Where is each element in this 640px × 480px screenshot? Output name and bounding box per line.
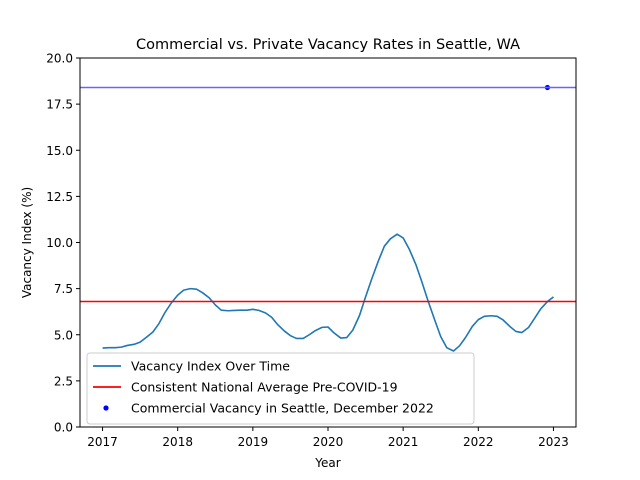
y-tick-label: 12.5: [46, 190, 73, 204]
x-tick-label: 2020: [313, 435, 344, 449]
legend-marker-point: [103, 405, 109, 411]
x-tick-label: 2021: [388, 435, 419, 449]
legend-label: Vacancy Index Over Time: [131, 359, 290, 374]
x-axis-label: Year: [314, 456, 340, 470]
x-tick-label: 2019: [238, 435, 269, 449]
y-tick-label: 0.0: [54, 421, 73, 435]
y-tick-label: 17.5: [46, 98, 73, 112]
legend-label: Consistent National Average Pre-COVID-19: [131, 380, 398, 395]
y-tick-label: 10.0: [46, 236, 73, 250]
chart-title: Commercial vs. Private Vacancy Rates in …: [136, 37, 520, 53]
y-tick-label: 2.5: [54, 374, 73, 388]
x-tick-label: 2022: [463, 435, 494, 449]
x-tick-label: 2023: [538, 435, 569, 449]
legend-label: Commercial Vacancy in Seattle, December …: [131, 401, 434, 416]
legend-box: [86, 352, 475, 425]
y-tick-label: 20.0: [46, 52, 73, 66]
y-tick-label: 5.0: [54, 328, 73, 342]
y-axis-label: Vacancy Index (%): [20, 187, 34, 298]
series-line-vacancy-index: [102, 233, 554, 352]
x-tick-label: 2018: [162, 435, 193, 449]
y-tick-label: 15.0: [46, 144, 73, 158]
x-tick-label: 2017: [87, 435, 118, 449]
y-tick-label: 7.5: [54, 282, 73, 296]
legend: Vacancy Index Over Time Consistent Nation…: [86, 352, 475, 425]
